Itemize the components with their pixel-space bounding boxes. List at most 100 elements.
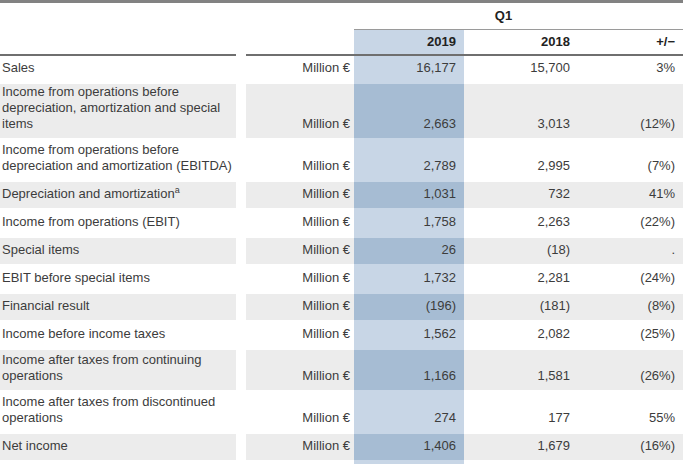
row-label-cell: Income after taxes from discontinued ope… xyxy=(0,391,236,433)
value-2018-cell: 2,263 xyxy=(464,209,576,237)
footnote-marker: a xyxy=(175,185,180,195)
change-cell: . xyxy=(576,237,683,265)
table-row: Income after taxes from discontinued ope… xyxy=(0,391,683,433)
period-header-row: Q1 xyxy=(0,3,683,29)
unit-cell: Million € xyxy=(246,265,354,293)
value-2018-cell: 2,281 xyxy=(464,265,576,293)
value-2018-cell: 1,581 xyxy=(464,349,576,391)
value-2019-cell: 26 xyxy=(354,237,464,265)
column-gap xyxy=(236,237,246,265)
row-label: Income after taxes from discontinued ope… xyxy=(2,394,215,425)
column-gap xyxy=(236,83,246,139)
value-2019-cell: 274 xyxy=(354,391,464,433)
column-header-change: +/− xyxy=(576,29,683,55)
change-cell: (25%) xyxy=(576,321,683,349)
value-2019-cell: 1,166 xyxy=(354,349,464,391)
change-cell: (7%) xyxy=(576,139,683,181)
change-cell: 55% xyxy=(576,391,683,433)
value-2019-cell: 1,562 xyxy=(354,321,464,349)
row-label-cell: Income before income taxes xyxy=(0,321,236,349)
unit-cell: Million € xyxy=(246,293,354,321)
row-label-cell: Income after taxes from continuing opera… xyxy=(0,349,236,391)
column-gap xyxy=(236,209,246,237)
row-label: Income before income taxes xyxy=(2,326,165,341)
column-gap xyxy=(236,139,246,181)
value-2018-cell: 2,995 xyxy=(464,139,576,181)
value-2018-cell: 732 xyxy=(464,181,576,209)
table-row: Net income Million € 1,406 1,679 (16%) xyxy=(0,433,683,461)
column-gap xyxy=(236,3,246,29)
column-header-row: 2019 2018 +/− xyxy=(0,29,683,55)
row-label: Depreciation and amortization xyxy=(2,186,175,201)
row-label: Net income xyxy=(2,438,68,453)
row-label-cell: Depreciation and amortizationa xyxy=(0,181,236,209)
unit-cell: Million € xyxy=(246,237,354,265)
change-cell: (8%) xyxy=(576,293,683,321)
financial-results-table: Q1 2019 2018 +/− Sales Million € 16,177 … xyxy=(0,3,683,464)
change-cell: 41% xyxy=(576,181,683,209)
empty-header-cell xyxy=(0,29,236,55)
unit-cell: Million € xyxy=(246,209,354,237)
table-row: EBIT before special items Million € 1,73… xyxy=(0,265,683,293)
value-2019-cell: 2,789 xyxy=(354,139,464,181)
row-label-cell: Income from operations before depreciati… xyxy=(0,83,236,139)
row-label: Income after taxes from continuing opera… xyxy=(2,352,201,383)
value-2019-cell: 1,031 xyxy=(354,181,464,209)
row-label: Sales xyxy=(2,60,35,75)
column-header-2018: 2018 xyxy=(464,29,576,55)
value-2018-cell: 1,679 xyxy=(464,433,576,461)
table-row: Income from operations before depreciati… xyxy=(0,83,683,139)
column-gap xyxy=(236,349,246,391)
table-row: Income from operations (EBIT) Million € … xyxy=(0,209,683,237)
row-label: EBIT before special items xyxy=(2,270,150,285)
column-gap xyxy=(236,55,246,83)
change-cell: (12%) xyxy=(576,83,683,139)
unit-cell: Million € xyxy=(246,55,354,83)
row-label: Financial result xyxy=(2,298,89,313)
row-label-cell: Income from operations (EBIT) xyxy=(0,209,236,237)
column-gap xyxy=(236,433,246,461)
unit-cell: Million € xyxy=(246,349,354,391)
row-label: Income from operations (EBIT) xyxy=(2,214,180,229)
table-row: Financial result Million € (196) (181) (… xyxy=(0,293,683,321)
column-gap xyxy=(236,29,246,55)
row-label-cell: Net income xyxy=(0,433,236,461)
change-cell: (16%) xyxy=(576,433,683,461)
value-2019-cell: 1,732 xyxy=(354,265,464,293)
value-2019-cell: (196) xyxy=(354,293,464,321)
change-cell: (26%) xyxy=(576,349,683,391)
value-2019-cell: 1,406 xyxy=(354,433,464,461)
quarterly-results-page: Q1 2019 2018 +/− Sales Million € 16,177 … xyxy=(0,0,683,464)
row-label-cell: Special items xyxy=(0,237,236,265)
table-row: Income after taxes from continuing opera… xyxy=(0,349,683,391)
empty-header-cell xyxy=(246,29,354,55)
unit-cell: Million € xyxy=(246,391,354,433)
period-label: Q1 xyxy=(354,3,683,29)
column-gap xyxy=(236,181,246,209)
column-header-2019: 2019 xyxy=(354,29,464,55)
value-2018-cell: 3,013 xyxy=(464,83,576,139)
column-gap xyxy=(236,265,246,293)
value-2018-cell: 177 xyxy=(464,391,576,433)
unit-cell: Million € xyxy=(246,181,354,209)
value-2019-cell: 1,758 xyxy=(354,209,464,237)
change-cell: (24%) xyxy=(576,265,683,293)
table-row: Sales Million € 16,177 15,700 3% xyxy=(0,55,683,83)
row-label-cell: Income from operations before depreciati… xyxy=(0,139,236,181)
column-gap xyxy=(236,391,246,433)
unit-cell: Million € xyxy=(246,433,354,461)
row-label: Special items xyxy=(2,242,79,257)
value-2019-cell: 16,177 xyxy=(354,55,464,83)
table-row: Special items Million € 26 (18) . xyxy=(0,237,683,265)
table-body: Sales Million € 16,177 15,700 3% Income … xyxy=(0,55,683,464)
change-cell: (22%) xyxy=(576,209,683,237)
unit-cell: Million € xyxy=(246,321,354,349)
column-gap xyxy=(236,293,246,321)
unit-cell: Million € xyxy=(246,139,354,181)
row-label-cell: Sales xyxy=(0,55,236,83)
change-cell: 3% xyxy=(576,55,683,83)
table-row: Income before income taxes Million € 1,5… xyxy=(0,321,683,349)
value-2019-cell: 2,663 xyxy=(354,83,464,139)
unit-cell: Million € xyxy=(246,83,354,139)
row-label-cell: Financial result xyxy=(0,293,236,321)
